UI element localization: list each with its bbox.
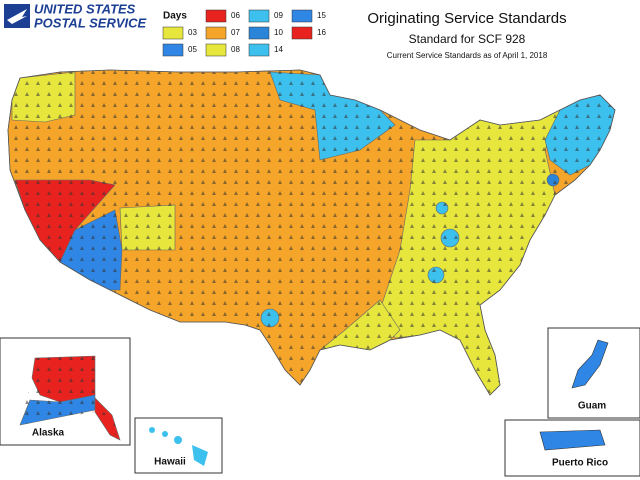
logo-line1: UNITED STATES xyxy=(34,1,136,16)
puerto-rico-inset: Puerto Rico xyxy=(504,419,640,477)
legend-label: 16 xyxy=(317,28,326,37)
legend-swatch xyxy=(162,43,184,57)
subtitle: Standard for SCF 928 xyxy=(409,32,526,46)
logo-line2: POSTAL SERVICE xyxy=(34,15,147,30)
hawaii-inset: Hawaii xyxy=(134,417,223,474)
legend-swatch xyxy=(205,26,227,40)
logo: UNITED STATES POSTAL SERVICE xyxy=(4,1,147,30)
alaska-inset: Alaska xyxy=(0,337,131,446)
note: Current Service Standards as of April 1,… xyxy=(387,51,548,60)
legend-label: 06 xyxy=(231,11,240,20)
legend-swatch xyxy=(291,9,313,23)
legend-label: 08 xyxy=(231,45,240,54)
alaska-label: Alaska xyxy=(32,428,65,439)
puerto-rico-label: Puerto Rico xyxy=(552,458,608,469)
guam-inset: Guam xyxy=(547,327,640,419)
legend-swatch xyxy=(248,26,270,40)
legend-label: 05 xyxy=(188,45,197,54)
legend-label: 09 xyxy=(274,11,283,20)
legend-label: 10 xyxy=(274,28,283,37)
contiguous-us xyxy=(7,69,616,396)
hawaii-label: Hawaii xyxy=(154,457,186,468)
legend-swatch xyxy=(291,26,313,40)
legend-swatch xyxy=(205,9,227,23)
legend-title: Days xyxy=(163,11,187,22)
legend: Days 03 05 06 07 08 09 10 14 15 16 xyxy=(162,9,326,57)
guam-label: Guam xyxy=(578,401,606,412)
legend-label: 07 xyxy=(231,28,240,37)
legend-label: 15 xyxy=(317,11,326,20)
title: Originating Service Standards xyxy=(367,10,566,27)
legend-swatch xyxy=(248,43,270,57)
legend-swatch xyxy=(248,9,270,23)
legend-swatch xyxy=(205,43,227,57)
legend-label: 14 xyxy=(274,45,283,54)
legend-label: 03 xyxy=(188,28,197,37)
legend-swatch xyxy=(162,26,184,40)
